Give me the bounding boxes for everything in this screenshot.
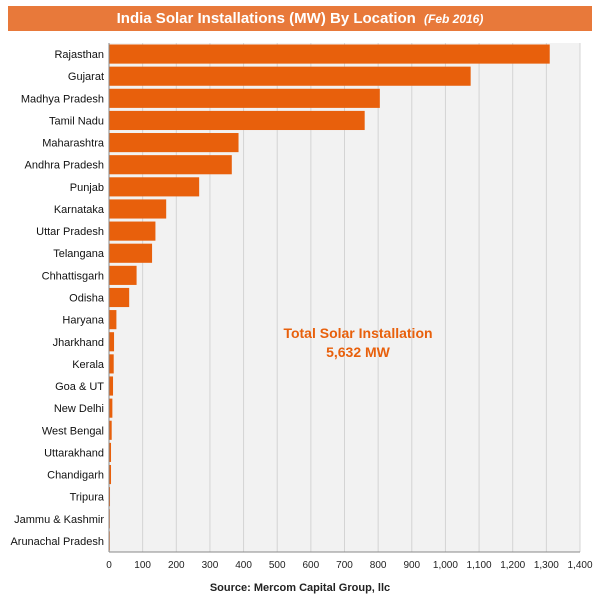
category-label: Kerala: [72, 359, 105, 371]
x-tick-label: 200: [168, 560, 185, 571]
category-label: Chandigarh: [47, 470, 104, 482]
chart-title-bar: India Solar Installations (MW) By Locati…: [8, 6, 592, 31]
x-tick-label: 300: [202, 560, 219, 571]
bar: [109, 442, 112, 462]
category-label: Jammu & Kashmir: [14, 514, 104, 526]
category-label: Maharashtra: [42, 138, 105, 150]
bar: [109, 133, 239, 153]
category-label: Goa & UT: [55, 381, 104, 393]
category-label: Uttar Pradesh: [36, 226, 104, 238]
category-label: Gujarat: [68, 71, 104, 83]
category-label: Arunachal Pradesh: [10, 536, 104, 548]
bar: [109, 110, 365, 131]
bar: [109, 155, 232, 175]
x-tick-label: 600: [303, 560, 320, 571]
chart-subtitle: (Feb 2016): [424, 12, 484, 26]
category-label: Madhya Pradesh: [21, 93, 104, 105]
x-tick-label: 1,000: [433, 560, 458, 571]
category-label: Tamil Nadu: [49, 115, 104, 127]
bar: [109, 243, 153, 263]
x-tick-label: 400: [235, 560, 252, 571]
annotation-line2: 5,632 MW: [326, 344, 391, 360]
category-label: Odisha: [69, 293, 105, 305]
bar: [109, 332, 115, 352]
category-label: West Bengal: [42, 425, 104, 437]
x-tick-label: 1,400: [567, 560, 592, 571]
x-tick-label: 900: [403, 560, 420, 571]
x-tick-label: 0: [106, 560, 112, 571]
bar: [109, 354, 114, 374]
bar: [109, 464, 112, 485]
category-label: Tripura: [70, 492, 105, 504]
category-label: Telangana: [53, 248, 105, 260]
chart-source: Source: Mercom Capital Group, llc: [209, 582, 391, 594]
bar: [109, 376, 114, 396]
bar: [109, 487, 111, 507]
bar: [109, 66, 471, 86]
bar: [109, 398, 113, 418]
bar: [109, 199, 167, 219]
category-label: Jharkhand: [53, 337, 104, 349]
x-tick-label: 700: [336, 560, 353, 571]
category-label: New Delhi: [54, 403, 104, 415]
category-label: Uttarakhand: [44, 447, 104, 459]
category-label: Haryana: [62, 315, 104, 327]
category-label: Rajasthan: [54, 49, 104, 61]
category-label: Karnataka: [54, 204, 105, 216]
x-tick-label: 500: [269, 560, 286, 571]
bar: [109, 310, 117, 330]
category-label: Chhattisgarh: [42, 270, 104, 282]
x-tick-label: 1,200: [500, 560, 525, 571]
x-tick-label: 100: [134, 560, 151, 571]
bar: [109, 221, 156, 241]
x-tick-label: 1,300: [534, 560, 559, 571]
x-tick-label: 800: [370, 560, 387, 571]
bar: [109, 44, 550, 64]
annotation-line1: Total Solar Installation: [283, 325, 432, 341]
bar: [109, 177, 200, 197]
bar: [109, 88, 380, 108]
x-tick-label: 1,100: [467, 560, 492, 571]
category-label: Andhra Pradesh: [25, 160, 105, 172]
chart-title: India Solar Installations (MW) By Locati…: [116, 10, 416, 27]
bar: [109, 265, 137, 285]
bar: [109, 287, 130, 308]
bar: [109, 420, 112, 440]
category-label: Punjab: [70, 182, 104, 194]
